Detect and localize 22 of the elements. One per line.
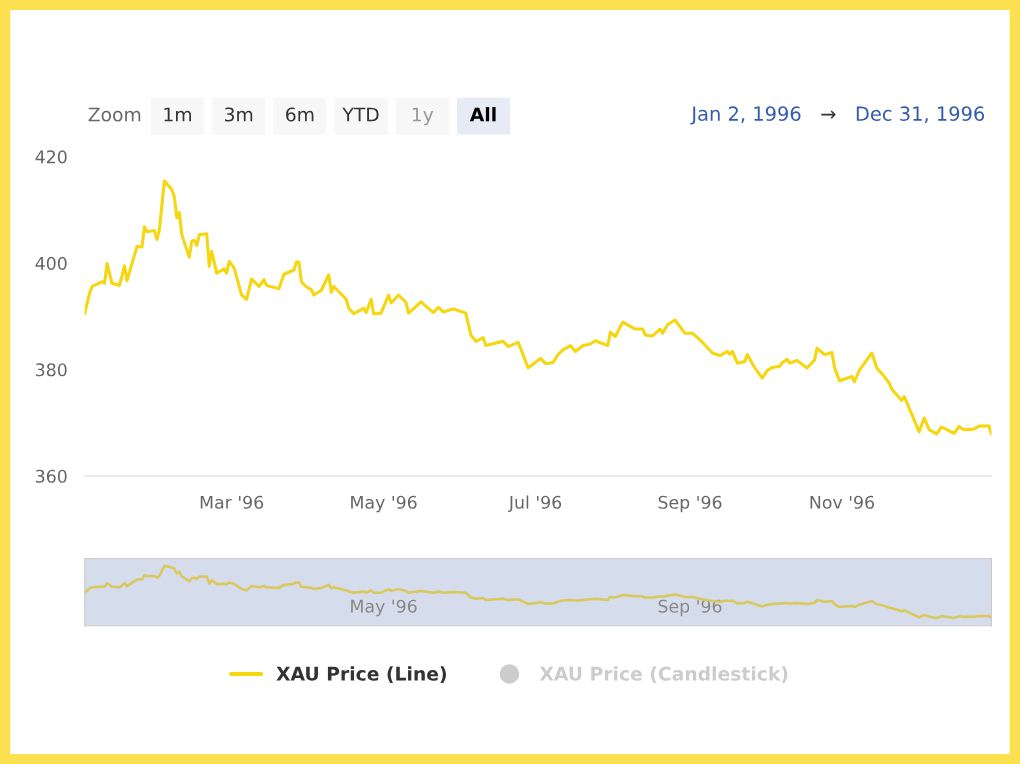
text: →	[821, 110, 836, 119]
legend-label: XAU Price (Line)	[276, 666, 446, 683]
text: All	[469, 107, 496, 122]
text: 1y	[412, 107, 434, 126]
text: 6m	[286, 107, 314, 122]
y-tick-label: 400	[35, 256, 67, 270]
y-tick-label: 420	[35, 150, 67, 164]
x-tick-label: Sep '96	[658, 495, 722, 513]
line-series	[84, 179, 992, 436]
x-tick-label: May '96	[351, 495, 417, 513]
x-tick-label: Mar '96	[200, 495, 264, 509]
text: 1m	[164, 107, 191, 122]
text: Zoom	[88, 107, 141, 122]
x-tick-label: May '96	[351, 599, 417, 617]
text: 3m	[225, 107, 253, 122]
text: Jan 2, 1996	[690, 106, 801, 125]
x-tick-label: Nov '96	[810, 495, 875, 509]
text: YTD	[342, 107, 379, 122]
text: Dec 31, 1996	[856, 106, 985, 123]
y-tick-label: 360	[35, 469, 67, 483]
y-tick-label: 380	[35, 363, 67, 377]
x-tick-label: Jul '96	[508, 495, 562, 513]
